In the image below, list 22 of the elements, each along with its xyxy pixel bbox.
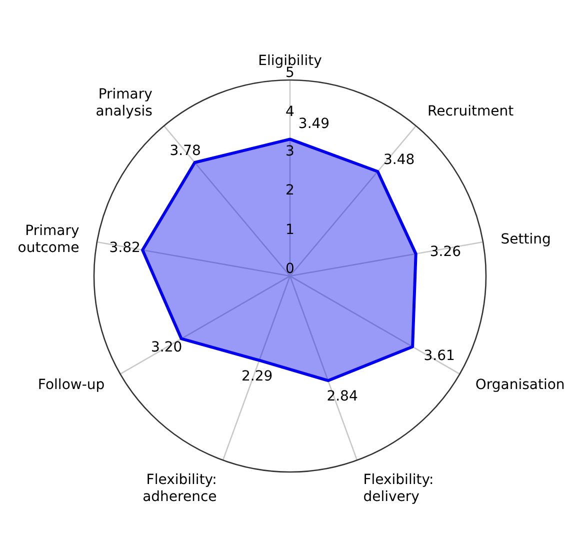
spoke-label: Setting xyxy=(500,231,551,248)
spoke-label: Organisation xyxy=(475,377,565,393)
data-label: 3.26 xyxy=(430,244,462,260)
spoke-label: Primary analysis xyxy=(96,86,152,120)
spoke-label: Follow-up xyxy=(38,377,105,393)
data-label: 2.84 xyxy=(326,388,358,405)
y-tick-label: 3 xyxy=(286,143,294,160)
spoke-label: Flexibility: adherence xyxy=(142,472,217,505)
data-label: 3.20 xyxy=(150,340,182,356)
y-tick-label: 4 xyxy=(286,104,295,120)
y-tick-label: 0 xyxy=(286,261,294,277)
spoke-label: Recruitment xyxy=(428,104,514,120)
spoke-label: Flexibility: delivery xyxy=(363,472,434,505)
data-label: 3.78 xyxy=(170,143,201,160)
data-label: 3.48 xyxy=(384,152,415,168)
data-label: 3.61 xyxy=(424,348,455,364)
y-tick-label: 1 xyxy=(286,222,294,238)
data-label: 3.82 xyxy=(109,240,140,256)
data-label: 2.29 xyxy=(242,368,273,384)
spoke-label: Primary outcome xyxy=(18,222,80,256)
data-label: 3.49 xyxy=(298,116,330,132)
y-tick-label: 2 xyxy=(286,182,294,199)
